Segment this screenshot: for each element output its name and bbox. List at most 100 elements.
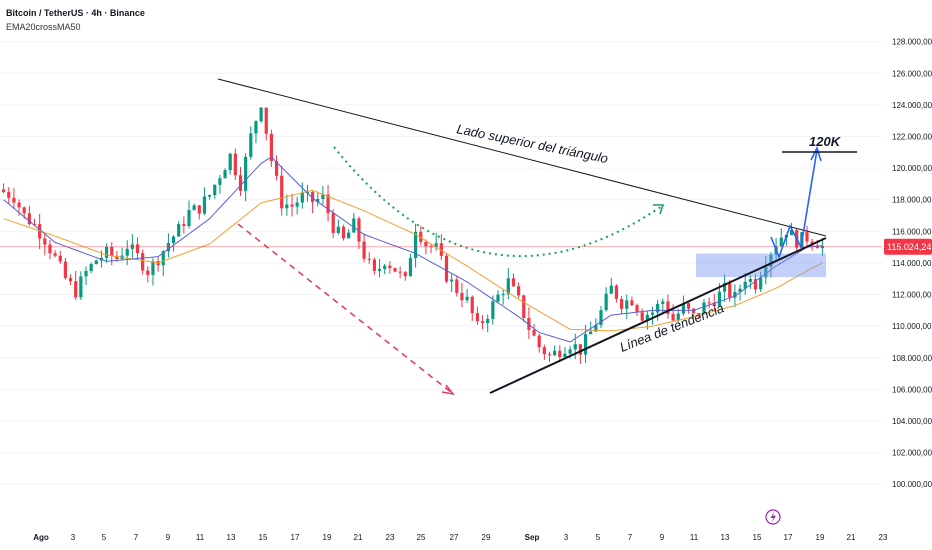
candle-body: [764, 266, 768, 278]
candle-body: [264, 107, 268, 134]
candle-body: [614, 285, 619, 299]
candle-body: [280, 175, 284, 209]
candle-body: [141, 253, 145, 271]
candle-body: [249, 133, 253, 157]
candle-body: [68, 278, 73, 282]
x-tick-label: 17: [784, 533, 793, 542]
x-tick-label: 11: [196, 533, 205, 542]
candle-body: [218, 178, 222, 185]
candle-body: [208, 195, 212, 197]
candle-body: [434, 243, 438, 247]
x-tick-label: 29: [482, 533, 491, 542]
trendline[interactable]: [489, 237, 827, 394]
candle-body: [460, 293, 464, 301]
candle-body: [759, 277, 763, 290]
x-tick-label: 23: [879, 533, 888, 542]
candle-body: [357, 218, 361, 242]
candle-body: [393, 268, 397, 272]
candle-body: [475, 313, 479, 322]
candle-body: [372, 259, 376, 271]
x-tick-label: 13: [227, 533, 236, 542]
candle-body: [105, 246, 109, 258]
candle-body: [311, 191, 315, 203]
candle-body: [79, 276, 83, 298]
x-tick-label: 21: [847, 533, 856, 542]
candle-body: [501, 294, 505, 296]
candle-body: [161, 251, 165, 266]
candle-body: [439, 243, 443, 256]
x-tick-label: 5: [596, 533, 601, 542]
candle-body: [295, 202, 299, 207]
candle-body: [661, 301, 665, 304]
candle-body: [326, 194, 330, 214]
candle-body: [228, 153, 232, 171]
y-tick-label: 124.000,00: [892, 101, 932, 110]
x-tick-label: 27: [450, 533, 459, 542]
candle-body: [2, 189, 6, 192]
y-tick-label: 126.000,00: [892, 69, 932, 78]
candle-body: [182, 224, 186, 226]
candle-body: [398, 271, 402, 273]
candle-body: [321, 194, 325, 199]
candle-body: [563, 353, 567, 357]
x-tick-label: 3: [71, 533, 76, 542]
candle-body: [202, 196, 207, 214]
candle-body: [511, 278, 516, 287]
axes-layer: 128.000,00 126.000,00 124.000,00 122.000,00…: [33, 38, 932, 542]
candle-body: [604, 293, 608, 311]
candle-body: [125, 248, 129, 256]
downtrend-dashed-arrow[interactable]: [237, 223, 453, 394]
triangle-upper-line[interactable]: [217, 78, 827, 237]
candle-body: [625, 300, 629, 309]
candle-body: [290, 204, 294, 207]
y-tick-label: 118.000,00: [892, 196, 932, 205]
x-tick-label: Sep: [525, 533, 540, 542]
candle-body: [692, 308, 696, 314]
y-tick-label: 110.000,00: [892, 322, 932, 331]
candle-body: [717, 291, 722, 307]
y-tick-label: 108.000,00: [892, 354, 932, 363]
candle-body: [171, 236, 176, 244]
candle-body: [285, 204, 289, 209]
candle-body: [656, 303, 660, 313]
candle-body: [115, 255, 119, 259]
x-tick-label: 11: [690, 533, 699, 542]
y-tick-label: 128.000,00: [892, 38, 932, 47]
x-tick-label: 7: [628, 533, 633, 542]
candle-body: [27, 213, 31, 225]
candle-body: [383, 265, 387, 269]
candle-body: [532, 329, 536, 336]
candle-body: [522, 295, 526, 318]
x-tick-label: 7: [134, 533, 139, 542]
x-tick-label: 25: [417, 533, 426, 542]
candle-body: [517, 286, 521, 296]
candle-body: [7, 191, 11, 198]
support-zone-box[interactable]: [696, 253, 826, 278]
candle-body: [377, 268, 382, 271]
candle-body: [491, 301, 495, 319]
lightning-event-icon[interactable]: [765, 509, 781, 525]
candle-body: [630, 300, 634, 306]
candle-body: [480, 321, 485, 323]
x-tick-label: 17: [291, 533, 300, 542]
candle-body: [702, 302, 706, 315]
last-price-tag: 115.024,24: [884, 238, 932, 255]
candle-body: [110, 246, 114, 256]
candle-body: [213, 184, 217, 196]
y-tick-label: 102.000,00: [892, 449, 932, 458]
candle-body: [728, 283, 732, 298]
candle-body: [620, 298, 624, 309]
candle-body: [640, 312, 644, 321]
x-tick-label: 19: [323, 533, 332, 542]
chart-grid: [0, 41, 882, 485]
candle-body: [197, 205, 201, 214]
x-tick-label: 13: [721, 533, 730, 542]
chart-title: Bitcoin / TetherUS · 4h · Binance: [6, 8, 145, 18]
projection-path[interactable]: [770, 149, 818, 260]
candle-body: [594, 324, 598, 332]
x-tick-label: 9: [660, 533, 665, 542]
candle-body: [419, 231, 423, 242]
candle-body: [388, 265, 392, 269]
